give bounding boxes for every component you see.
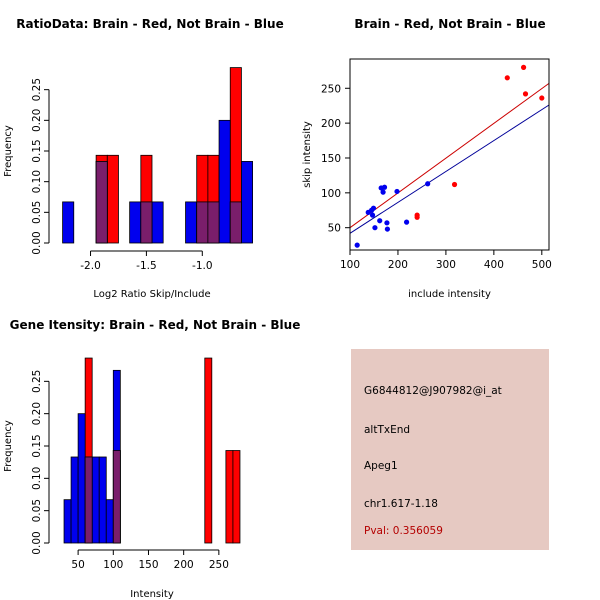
y-tick-label: 0.10: [31, 170, 43, 193]
point-not-brain: [377, 218, 383, 224]
chart-title: Gene Itensity: Brain - Red, Not Brain - …: [10, 318, 301, 332]
x-tick-label: 200: [388, 259, 408, 271]
histogram-chart-3: Gene Itensity: Brain - Red, Not Brain - …: [3, 318, 300, 600]
point-brain: [451, 181, 458, 188]
bar-not-brain: [98, 456, 107, 544]
point-not-brain: [354, 242, 360, 248]
bar-overlap: [196, 201, 209, 244]
point-brain: [539, 95, 545, 101]
x-tick-label: -1.5: [136, 260, 157, 272]
point-not-brain: [380, 189, 386, 195]
p-value: Pval: 0.356059: [364, 525, 443, 537]
x-axis-label: Log2 Ratio Skip/Include: [93, 289, 210, 300]
x-axis-label: Intensity: [130, 589, 174, 600]
point-not-brain: [372, 225, 378, 231]
bar-overlap: [112, 450, 121, 544]
plot-frame: [349, 58, 550, 251]
probe-id: G6844812@J907982@i_at: [364, 385, 502, 397]
bar-not-brain: [241, 161, 253, 244]
bar-overlap: [140, 201, 153, 244]
y-tick-label: 0.25: [31, 78, 43, 101]
bar-brain: [106, 154, 119, 244]
y-tick-label: 0.05: [31, 499, 43, 522]
y-axis-label: Frequency: [3, 420, 14, 472]
bar-not-brain: [63, 499, 72, 544]
bar-not-brain: [129, 201, 142, 244]
x-tick-label: 150: [138, 559, 158, 571]
y-axis-label: skip intensity: [302, 121, 313, 188]
x-tick-label: 50: [71, 559, 84, 571]
bar-brain: [232, 450, 241, 544]
histogram-chart-1: RatioData: Brain - Red, Not Brain - Blue…: [3, 17, 284, 300]
x-tick-label: 300: [436, 259, 456, 271]
y-tick-label: 0.00: [31, 231, 43, 254]
chart-title: RatioData: Brain - Red, Not Brain - Blue: [16, 17, 283, 31]
point-brain: [414, 214, 420, 220]
bar-not-brain: [185, 201, 198, 244]
y-tick-label: 0.05: [31, 201, 43, 224]
x-tick-label: 500: [532, 259, 552, 271]
bar-brain: [225, 450, 234, 544]
bar-overlap: [229, 201, 242, 244]
x-tick-label: 250: [209, 559, 229, 571]
point-not-brain: [384, 220, 390, 226]
point-not-brain: [384, 226, 391, 232]
y-tick-label: 0.00: [31, 531, 43, 554]
y-tick-label: 50: [328, 223, 341, 235]
point-not-brain: [369, 212, 376, 218]
bar-overlap: [207, 201, 220, 244]
x-axis-label: include intensity: [408, 289, 491, 300]
x-tick-label: 200: [174, 559, 194, 571]
x-tick-label: 100: [103, 559, 123, 571]
y-tick-label: 250: [321, 83, 341, 95]
y-axis-label: Frequency: [3, 125, 14, 177]
point-not-brain: [381, 184, 388, 190]
x-tick-label: -1.0: [192, 260, 213, 272]
bar-overlap: [84, 456, 93, 544]
y-tick-label: 0.15: [31, 139, 43, 162]
point-not-brain: [403, 219, 410, 225]
chart-title: Brain - Red, Not Brain - Blue: [354, 17, 545, 31]
fit-line-not-brain: [349, 104, 550, 234]
bar-not-brain: [218, 119, 231, 244]
y-tick-label: 0.15: [31, 434, 43, 457]
x-tick-label: 400: [484, 259, 504, 271]
bar-not-brain: [77, 413, 86, 544]
y-tick-label: 0.25: [31, 370, 43, 393]
y-tick-label: 0.20: [31, 402, 43, 425]
bar-brain: [204, 357, 213, 544]
y-tick-label: 200: [321, 118, 341, 130]
bar-not-brain: [62, 201, 75, 244]
fit-line-brain: [349, 82, 550, 229]
point-brain: [520, 64, 527, 70]
bar-overlap: [95, 161, 108, 244]
x-tick-label: 100: [340, 259, 360, 271]
x-tick-label: -2.0: [80, 260, 101, 272]
bar-not-brain: [151, 201, 164, 244]
bar-not-brain: [91, 456, 100, 544]
point-brain: [522, 91, 529, 97]
point-brain: [504, 75, 510, 81]
gene-name: Apeg1: [364, 460, 398, 472]
point-not-brain: [370, 205, 377, 211]
bar-not-brain: [70, 456, 79, 544]
y-tick-label: 0.10: [31, 467, 43, 490]
info-panel: G6844812@J907982@i_at altTxEnd Apeg1 chr…: [351, 349, 549, 550]
genomic-location: chr1.617-1.18: [364, 498, 438, 510]
y-tick-label: 150: [321, 153, 341, 165]
y-tick-label: 0.20: [31, 109, 43, 132]
scatter-chart: Brain - Red, Not Brain - Blue 100 200 300 40…: [302, 17, 552, 300]
point-not-brain: [394, 188, 400, 195]
point-not-brain: [425, 181, 431, 187]
bar-not-brain: [105, 499, 114, 544]
y-tick-label: 100: [321, 188, 341, 200]
event-type: altTxEnd: [364, 424, 411, 436]
